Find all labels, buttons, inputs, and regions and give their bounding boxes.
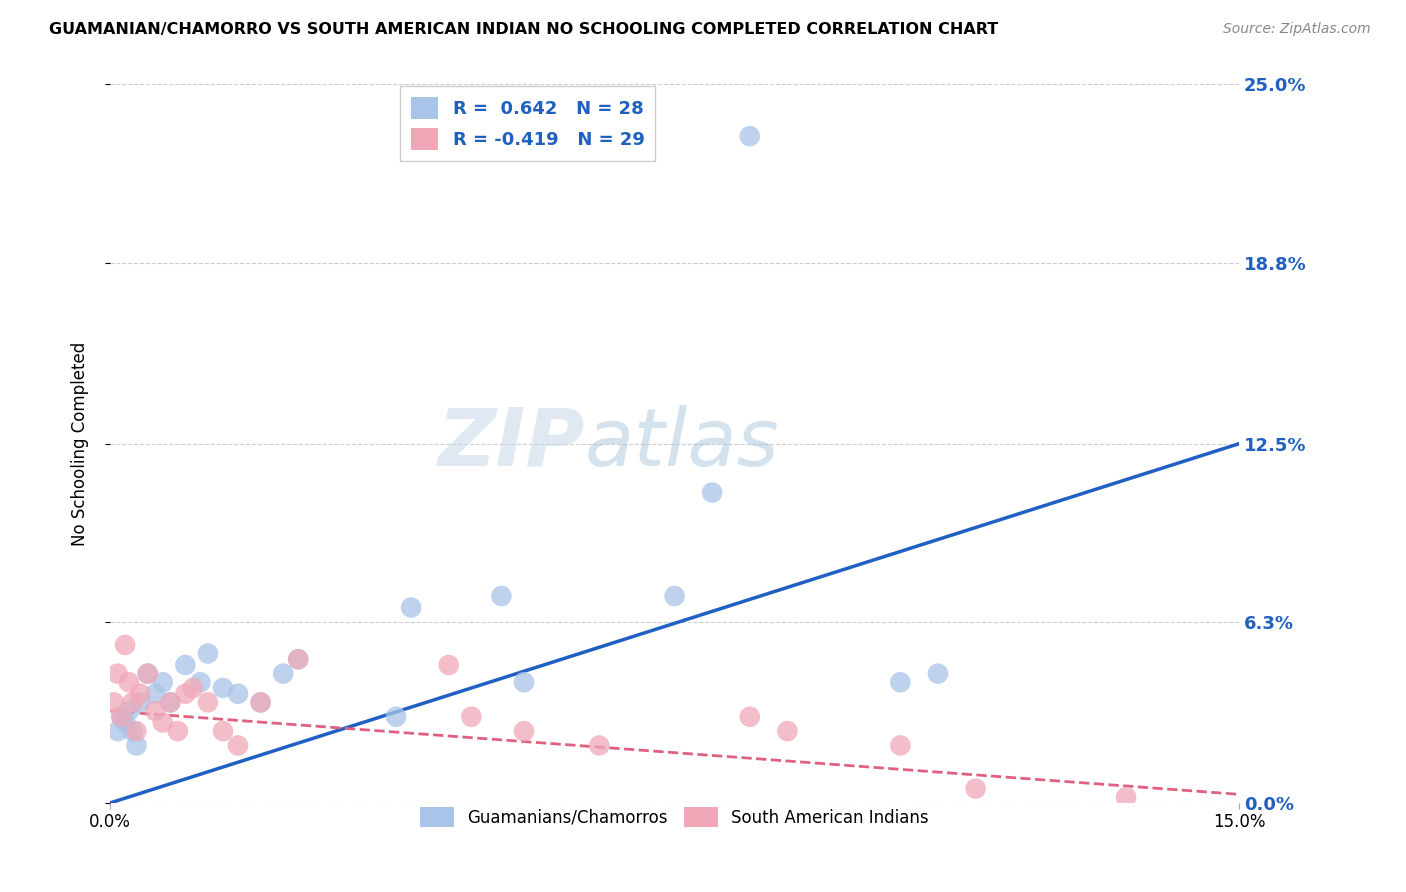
Point	[118, 704, 141, 718]
Point	[271, 666, 294, 681]
Point	[159, 695, 181, 709]
Point	[249, 695, 271, 709]
Point	[889, 739, 911, 753]
Point	[136, 666, 159, 681]
Point	[110, 710, 132, 724]
Point	[125, 739, 148, 753]
Point	[174, 687, 197, 701]
Point	[159, 695, 181, 709]
Point	[399, 600, 422, 615]
Point	[181, 681, 204, 695]
Point	[287, 652, 309, 666]
Point	[174, 658, 197, 673]
Text: ZIP: ZIP	[437, 405, 585, 483]
Point	[776, 724, 799, 739]
Point	[226, 687, 249, 701]
Point	[114, 638, 136, 652]
Point	[152, 675, 174, 690]
Point	[738, 710, 761, 724]
Point	[491, 589, 513, 603]
Point	[965, 781, 987, 796]
Point	[143, 704, 166, 718]
Point	[152, 715, 174, 730]
Point	[437, 658, 460, 673]
Point	[107, 666, 129, 681]
Point	[125, 724, 148, 739]
Point	[927, 666, 949, 681]
Point	[212, 724, 235, 739]
Point	[702, 485, 724, 500]
Point	[513, 724, 536, 739]
Point	[460, 710, 482, 724]
Point	[143, 687, 166, 701]
Point	[664, 589, 686, 603]
Point	[513, 675, 536, 690]
Point	[385, 710, 408, 724]
Point	[226, 739, 249, 753]
Point	[588, 739, 610, 753]
Point	[103, 695, 125, 709]
Point	[118, 675, 141, 690]
Point	[889, 675, 911, 690]
Point	[129, 695, 152, 709]
Point	[114, 715, 136, 730]
Point	[738, 129, 761, 144]
Point	[166, 724, 188, 739]
Point	[197, 647, 219, 661]
Text: atlas: atlas	[585, 405, 779, 483]
Point	[249, 695, 271, 709]
Point	[121, 724, 143, 739]
Legend: Guamanians/Chamorros, South American Indians: Guamanians/Chamorros, South American Ind…	[413, 800, 935, 834]
Point	[110, 710, 132, 724]
Y-axis label: No Schooling Completed: No Schooling Completed	[72, 342, 89, 546]
Point	[107, 724, 129, 739]
Point	[1115, 790, 1137, 805]
Point	[129, 687, 152, 701]
Point	[190, 675, 212, 690]
Point	[287, 652, 309, 666]
Point	[212, 681, 235, 695]
Point	[136, 666, 159, 681]
Text: GUAMANIAN/CHAMORRO VS SOUTH AMERICAN INDIAN NO SCHOOLING COMPLETED CORRELATION C: GUAMANIAN/CHAMORRO VS SOUTH AMERICAN IND…	[49, 22, 998, 37]
Point	[121, 695, 143, 709]
Text: Source: ZipAtlas.com: Source: ZipAtlas.com	[1223, 22, 1371, 37]
Point	[197, 695, 219, 709]
